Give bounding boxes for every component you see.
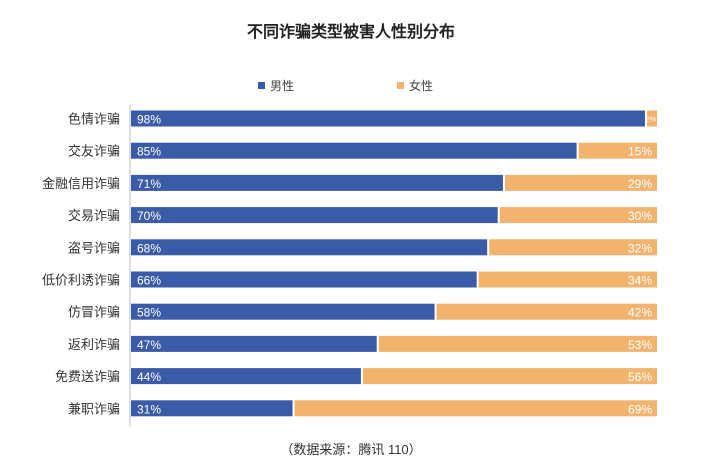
bar-female [646,110,657,127]
bar-male [131,110,645,127]
bar-male [131,239,488,256]
source-note: （数据来源：腾讯 110） [280,442,422,457]
category-label: 色情诈骗 [68,112,120,127]
data-label-male: 66% [137,274,161,288]
data-label-female: 34% [628,274,652,288]
bar-male [131,368,361,385]
category-label: 金融信用诈骗 [42,176,120,191]
data-label-male: 31% [137,402,161,416]
bar-female [499,207,657,224]
data-label-female: 42% [628,306,652,320]
data-label-female: 2% [646,117,656,124]
data-label-male: 98% [137,113,161,127]
data-label-male: 68% [137,241,161,255]
bar-male [131,207,498,224]
chart-title: 不同诈骗类型被害人性别分布 [246,24,455,41]
category-label: 交易诈骗 [68,208,120,223]
category-label: 低价利诱诈骗 [42,273,120,288]
legend-label-1: 女性 [409,78,433,93]
data-label-male: 71% [137,177,161,191]
data-label-male: 58% [137,306,161,320]
bar-female [436,303,657,320]
bar-female [294,400,657,417]
data-label-male: 44% [137,370,161,384]
category-label: 兼职诈骗 [68,401,120,416]
bar-male [131,142,577,159]
bar-female [578,142,657,159]
bar-male [131,174,503,191]
data-label-male: 85% [137,145,161,159]
bar-female [378,335,657,352]
bar-male [131,335,377,352]
legend-label-0: 男性 [270,79,294,93]
data-label-female: 56% [628,370,652,384]
bar-male [131,271,477,288]
category-label: 盗号诈骗 [68,240,120,255]
data-label-male: 70% [137,209,161,223]
data-label-female: 32% [628,241,652,255]
bar-female [478,271,657,288]
bar-female [362,368,657,385]
bar-female [504,174,657,191]
data-label-female: 29% [628,177,652,191]
data-label-male: 47% [137,338,161,352]
bar-male [131,400,293,417]
data-label-female: 69% [628,402,652,416]
category-label: 免费送诈骗 [55,369,120,384]
data-label-female: 15% [628,145,652,159]
category-label: 仿冒诈骗 [68,305,120,320]
legend-swatch-0 [258,82,265,89]
data-label-female: 53% [628,338,652,352]
bar-female [489,239,657,256]
bar-male [131,303,435,320]
category-label: 交友诈骗 [68,144,120,159]
data-label-female: 30% [628,209,652,223]
category-label: 返利诈骗 [68,337,120,352]
legend-swatch-1 [397,82,404,89]
